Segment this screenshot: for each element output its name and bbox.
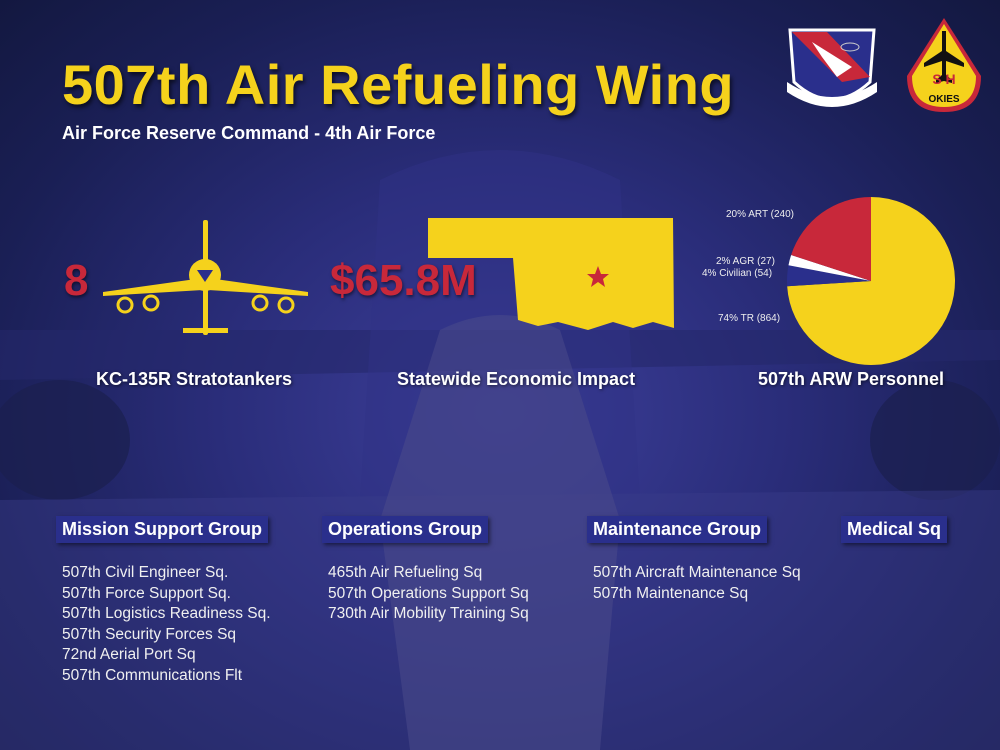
unit-item: 507th Civil Engineer Sq. xyxy=(62,564,229,581)
aircraft-icon xyxy=(103,220,308,335)
unit-item: 507th Aircraft Maintenance Sq xyxy=(593,564,801,581)
page-subtitle: Air Force Reserve Command - 4th Air Forc… xyxy=(62,123,436,143)
aircraft-count: 8 xyxy=(64,256,89,305)
pie-slice-art xyxy=(791,197,871,281)
group-maintenance: Maintenance Group 507th Aircraft Mainten… xyxy=(587,516,801,604)
group-heading: Medical Sq xyxy=(841,516,948,543)
group-heading: Mission Support Group xyxy=(56,516,268,543)
pie-slice-tr xyxy=(787,197,955,365)
pie-label-tr: 74% TR (864) xyxy=(718,313,781,324)
wing-patch-logo xyxy=(787,28,877,107)
group-operations: Operations Group 465th Air Refueling Sq … xyxy=(322,516,529,625)
personnel-pie-chart xyxy=(787,197,955,365)
oklahoma-map-icon xyxy=(428,218,674,330)
unit-item: 507th Communications Flt xyxy=(62,666,243,684)
group-mission-support: Mission Support Group 507th Civil Engine… xyxy=(56,516,271,686)
pie-label-civilian: 4% Civilian (54) xyxy=(702,268,773,279)
svg-text:S H: S H xyxy=(932,71,955,87)
aircraft-caption: KC-135R Stratotankers xyxy=(96,369,293,389)
unit-item: 730th Air Mobility Training Sq xyxy=(328,605,529,622)
group-medical: Medical Sq xyxy=(841,516,948,543)
personnel-caption: 507th ARW Personnel xyxy=(758,369,945,389)
unit-item: 507th Operations Support Sq xyxy=(328,584,529,602)
unit-item: 465th Air Refueling Sq xyxy=(328,564,483,581)
okies-patch-logo: S H OKIES xyxy=(907,18,981,112)
pie-label-agr: 2% AGR (27) xyxy=(716,256,775,267)
pie-slice-civilian xyxy=(787,265,871,287)
svg-text:OKIES: OKIES xyxy=(928,94,959,105)
unit-item: 507th Logistics Readiness Sq. xyxy=(62,605,271,622)
economic-impact-caption: Statewide Economic Impact xyxy=(397,369,636,389)
unit-item: 72nd Aerial Port Sq xyxy=(62,646,196,663)
unit-item: 507th Maintenance Sq xyxy=(593,584,749,602)
economic-impact-value: $65.8M xyxy=(330,256,477,305)
page-title: 507th Air Refueling Wing xyxy=(62,53,735,116)
group-heading: Maintenance Group xyxy=(587,516,768,543)
pie-slice-agr xyxy=(788,255,871,281)
pie-label-art: 20% ART (240) xyxy=(726,209,795,220)
unit-item: 507th Force Support Sq. xyxy=(62,584,231,602)
group-heading: Operations Group xyxy=(322,516,489,543)
unit-item: 507th Security Forces Sq xyxy=(62,625,237,643)
